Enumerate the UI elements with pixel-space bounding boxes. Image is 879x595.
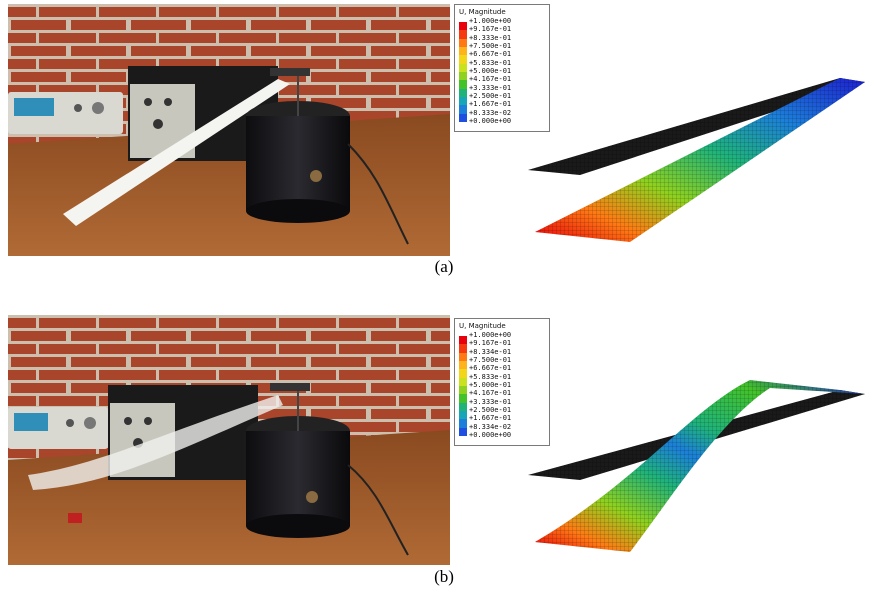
legend-swatch: [459, 360, 467, 370]
legend-swatch: [459, 394, 467, 403]
legend-label: +0.000e+00: [469, 430, 512, 439]
legend-swatch: [459, 419, 467, 428]
legend-swatch: [459, 105, 467, 114]
legend-swatch: [459, 46, 467, 56]
contour-legend-b: U, Magnitude +1.000e+00 +9.167e-01 +8.33…: [454, 318, 550, 446]
experiment-photo-a: [8, 4, 450, 256]
legend-label: +8.333e-02: [469, 108, 512, 117]
panel-caption-b: (b): [434, 567, 454, 586]
legend-swatch: [459, 80, 467, 89]
clamp: [270, 383, 310, 391]
legend-swatch: [459, 410, 467, 420]
vibrating-beam: [28, 395, 283, 490]
legend-label: +1.000e+00: [469, 17, 512, 25]
legend-swatch: [459, 71, 467, 81]
sensor-module: [68, 513, 82, 523]
legend-label: +0.000e+00: [469, 116, 512, 125]
legend-label: +9.167e-01: [469, 25, 512, 34]
legend-swatch: [459, 369, 467, 378]
contour-legend-a: U, Magnitude +1.000e+00 +9.167e-01 +8.33…: [454, 4, 550, 132]
legend-swatch: [459, 55, 467, 64]
legend-label: +6.667e-01: [469, 364, 512, 373]
legend-swatch: [459, 336, 467, 345]
legend-title: U, Magnitude: [459, 8, 506, 16]
function-generator: [8, 407, 108, 449]
legend-swatch: [459, 113, 467, 122]
legend-label: +5.833e-01: [469, 58, 512, 67]
panel-caption-a: (a): [434, 257, 454, 276]
fe-mode-shape-b: [520, 370, 875, 560]
legend-swatch: [459, 96, 467, 106]
legend-label: +2.500e-01: [469, 91, 512, 100]
legend-swatch: [459, 385, 467, 395]
legend-label: +6.667e-01: [469, 50, 512, 59]
legend-swatch: [459, 344, 467, 353]
legend-label: +8.334e-01: [469, 347, 512, 356]
deformed-mesh: [535, 78, 865, 242]
legend-swatch: [459, 30, 467, 39]
legend-title: U, Magnitude: [459, 322, 506, 330]
legend-label: +2.500e-01: [469, 405, 512, 414]
legend-swatch: [459, 88, 467, 97]
legend-label: +4.167e-01: [469, 389, 512, 398]
legend-label: +7.500e-01: [469, 41, 512, 50]
legend-label: +5.833e-01: [469, 372, 512, 381]
legend-swatch: [459, 352, 467, 361]
legend-labels: +1.000e+00 +9.167e-01 +8.333e-01 +7.500e…: [469, 17, 511, 125]
legend-label: +3.333e-01: [469, 397, 512, 406]
legend-labels: +1.000e+00 +9.167e-01 +8.334e-01 +7.500e…: [469, 331, 511, 439]
experiment-photo-b: [8, 315, 450, 565]
legend-label: +5.000e-01: [469, 380, 512, 389]
legend-label: +3.333e-01: [469, 83, 512, 92]
legend-label: +1.000e+00: [469, 331, 512, 339]
shaker: [246, 76, 350, 223]
legend-swatch: [459, 22, 467, 31]
legend-color-bar: [459, 22, 467, 122]
legend-swatch: [459, 377, 467, 386]
legend-label: +8.334e-02: [469, 422, 512, 431]
legend-label: +4.167e-01: [469, 75, 512, 84]
legend-swatch: [459, 402, 467, 411]
legend-label: +5.000e-01: [469, 66, 512, 75]
legend-swatch: [459, 63, 467, 72]
clamp: [270, 68, 310, 76]
legend-color-bar: [459, 336, 467, 436]
legend-swatch: [459, 427, 467, 436]
legend-label: +1.667e-01: [469, 100, 512, 109]
legend-swatch: [459, 38, 467, 47]
legend-label: +7.500e-01: [469, 355, 512, 364]
legend-label: +9.167e-01: [469, 339, 512, 348]
shaker: [246, 391, 350, 538]
fe-mode-shape-a: [520, 70, 875, 250]
legend-label: +8.333e-01: [469, 33, 512, 42]
function-generator: [8, 92, 123, 134]
cantilever-beam: [63, 79, 290, 226]
deformed-mesh: [535, 380, 865, 552]
legend-label: +1.667e-01: [469, 414, 512, 423]
undeformed-mesh: [528, 78, 865, 175]
